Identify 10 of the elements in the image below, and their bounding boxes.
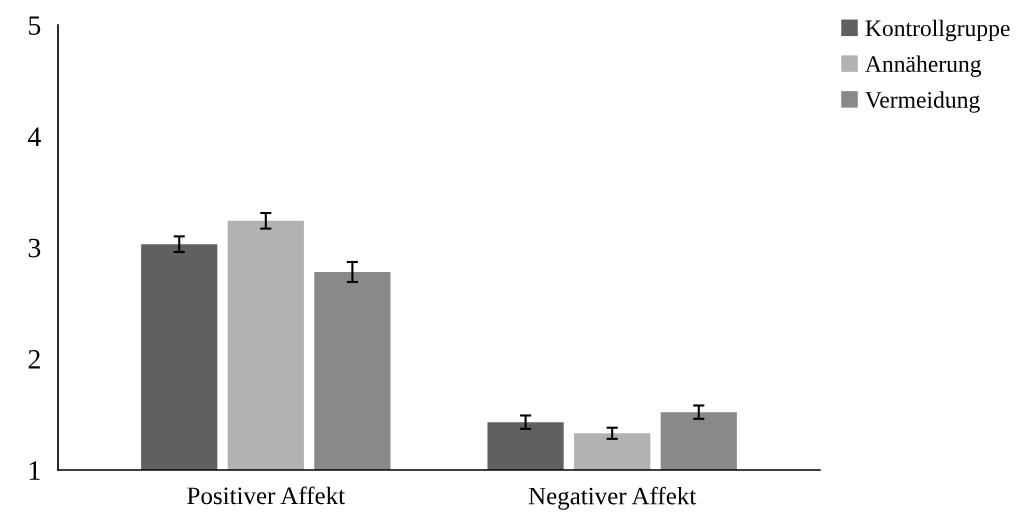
legend-label: Kontrollgruppe	[865, 19, 1010, 42]
y-tick-label: 4	[27, 127, 41, 146]
y-tick-label: 5	[29, 16, 41, 35]
x-tick-label: Positiver Affekt	[187, 486, 345, 505]
y-tick-label: 3	[28, 238, 41, 258]
legend-label: Annäherung	[865, 55, 982, 77]
y-tick-label: 2	[28, 349, 40, 369]
y-tick-label: 1	[29, 461, 40, 480]
legend-label: Vermeidung	[865, 91, 980, 113]
x-tick-label: Negativer Affekt	[528, 486, 697, 510]
